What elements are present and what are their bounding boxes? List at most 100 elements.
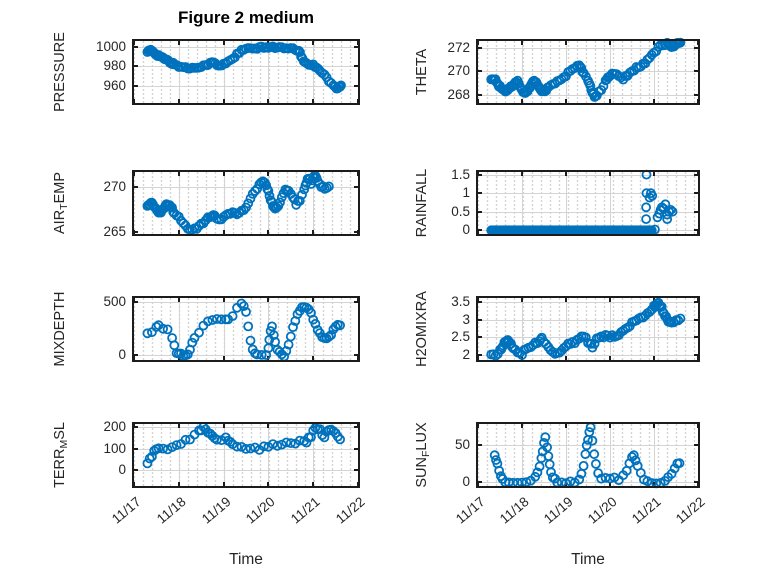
x-tick-mark [222,41,225,45]
x-tick-mark [222,424,225,428]
gridline-y [478,48,698,50]
gridline-y [478,211,698,213]
x-tick-mark [357,99,359,103]
gridline-y [478,337,698,339]
y-axis-label-subscript: F [420,450,432,458]
gridline-x [178,41,180,103]
y-axis-label-subscript: T [58,203,70,210]
x-tick-mark [133,482,135,486]
x-tick-mark [653,482,655,486]
x-tick-mark [609,424,611,428]
x-tick-mark [697,482,699,486]
x-tick-mark [697,356,699,360]
y-tick-mark [134,354,138,357]
x-tick-mark [357,424,359,428]
y-tick-label: 0 [118,347,126,363]
y-tick-mark [694,47,698,50]
gridline-x [313,172,315,234]
y-tick-mark [478,173,482,176]
y-tick-label: 3.5 [451,293,470,309]
y-axis-label-subscript: M [58,439,70,449]
y-axis-label: MIXDEPTH [52,292,68,367]
y-tick-mark [354,426,358,429]
x-tick-mark [267,41,270,45]
gridline-x [178,172,180,234]
gridline-x [268,41,270,103]
gridline-x [268,424,270,486]
gridline-y [478,301,698,303]
y-tick-label: 0 [462,474,470,490]
gridline-x [223,41,225,103]
x-tick-mark [477,356,479,360]
y-tick-mark [354,65,358,68]
x-tick-mark [177,482,180,486]
y-tick-label: 1.5 [451,166,470,182]
x-tick-mark [697,230,699,234]
y-tick-mark [478,336,482,339]
y-tick-mark [694,173,698,176]
y-tick-mark [478,318,482,321]
subplot-terr-msl: 0 100 200 TERRMSL 11/17 11/18 11/19 11/20 11/21 1… [52,419,368,526]
gridline-y [478,444,698,446]
x-tick-mark [357,298,359,302]
x-tick-mark [521,172,523,176]
x-tick-mark [565,41,567,45]
y-tick-mark [134,186,138,189]
x-tick-mark [565,482,567,486]
x-tick-mark [177,41,180,45]
x-tick-mark [267,230,270,234]
y-tick-mark [694,318,698,321]
y-tick-label: 268 [447,86,470,102]
x-tick-mark [653,41,655,45]
y-axis-label-text: AIR [52,209,68,235]
gridline-x [654,298,655,360]
x-tick-mark [565,424,567,428]
x-tick-mark [222,99,225,103]
x-tick-mark [133,172,135,176]
x-axis-label-right: Time [571,551,605,568]
y-tick-mark [694,93,698,96]
x-tick-mark [565,298,567,302]
subplot-mixdepth: 0 500 MIXDEPTH [52,292,360,366]
x-tick-mark [477,424,479,428]
y-tick-mark [354,186,358,189]
x-tick-mark [133,424,135,428]
y-tick-label: 2.5 [451,329,470,345]
gridline-x [610,172,611,234]
gridline-x [313,41,315,103]
x-tick-mark [267,172,270,176]
x-tick-mark [609,482,611,486]
x-tick-mark [357,482,359,486]
x-tick-mark [177,424,180,428]
gridline-y [134,85,358,87]
y-axis-label: AIRTEMP [52,172,70,235]
x-tick-mark [312,424,315,428]
y-tick-mark [694,192,698,195]
axes-border [476,296,700,362]
gridline-y [478,193,698,195]
x-tick-mark [609,41,611,45]
x-tick-mark [521,298,523,302]
y-tick-mark [134,45,138,48]
x-tick-mark [565,172,567,176]
x-tick-mark [222,482,225,486]
y-tick-mark [134,84,138,87]
y-axis-label: TERRMSL [52,422,70,488]
y-tick-mark [694,210,698,213]
y-tick-mark [354,301,358,304]
x-axis-label-left: Time [229,551,263,568]
x-tick-mark [697,298,699,302]
gridline-x [223,424,225,486]
x-tick-mark [177,298,180,302]
y-axis-label-text: SUN [414,457,430,488]
x-tick-mark [521,99,523,103]
y-tick-mark [478,192,482,195]
x-tick-mark [609,230,611,234]
y-axis-label-text: SL [52,422,68,440]
x-tick-mark [312,482,315,486]
y-tick-mark [354,354,358,357]
y-tick-mark [694,481,698,484]
y-axis-label-text: MIXDEPTH [52,291,68,367]
y-axis-label: RAINFALL [414,169,430,238]
y-tick-mark [354,84,358,87]
